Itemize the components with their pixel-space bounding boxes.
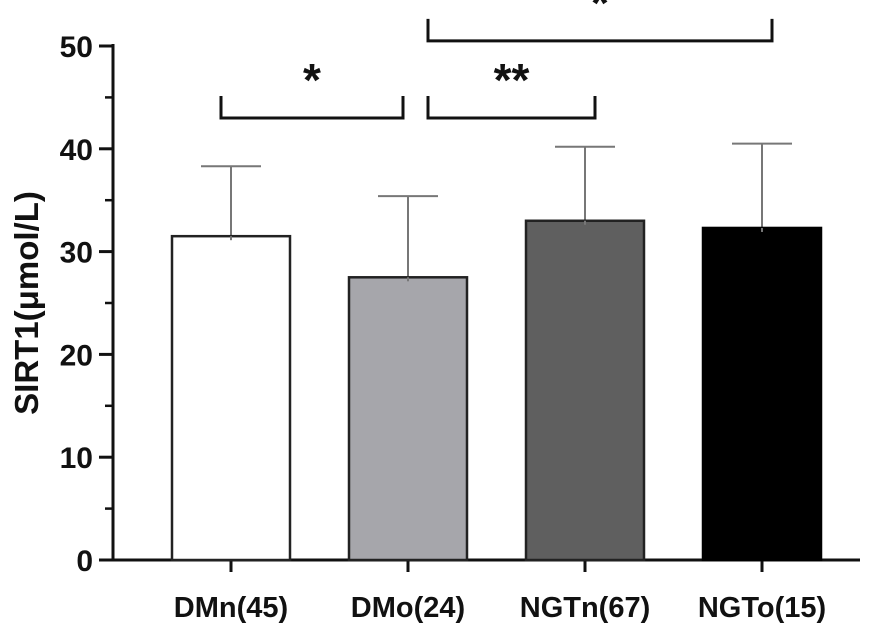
x-tick-label: NGTo(15) [698,592,826,624]
y-tick-label: 40 [60,134,93,167]
x-tick-label: DMo(24) [351,592,465,624]
significance-label-2: ** [494,54,530,106]
significance-bracket-1 [219,95,405,120]
bar-1 [170,234,292,562]
bars-group: DMn(45) DMo(24) NGTn(67) NGTo(15) [170,142,826,624]
significance-label-3: * [591,0,609,29]
y-axis-title: SIRT1(μmol/L) [8,191,45,415]
bar-3 [524,219,646,562]
significance-group: * *** [219,0,774,120]
bar-4 [701,226,823,562]
y-tick-label: 30 [60,237,93,270]
y-tick-label: 0 [76,545,93,578]
significance-bracket-2 [426,95,597,120]
y-tick-label: 50 [60,31,93,64]
x-tick-label: NGTn(67) [520,592,651,624]
significance-bracket-3 [426,18,774,43]
y-tick-label: 20 [60,339,93,372]
y-tick-label: 10 [60,442,93,475]
x-tick-label: DMn(45) [174,592,288,624]
bar-2 [347,276,469,562]
significance-label-1: * [303,54,321,106]
